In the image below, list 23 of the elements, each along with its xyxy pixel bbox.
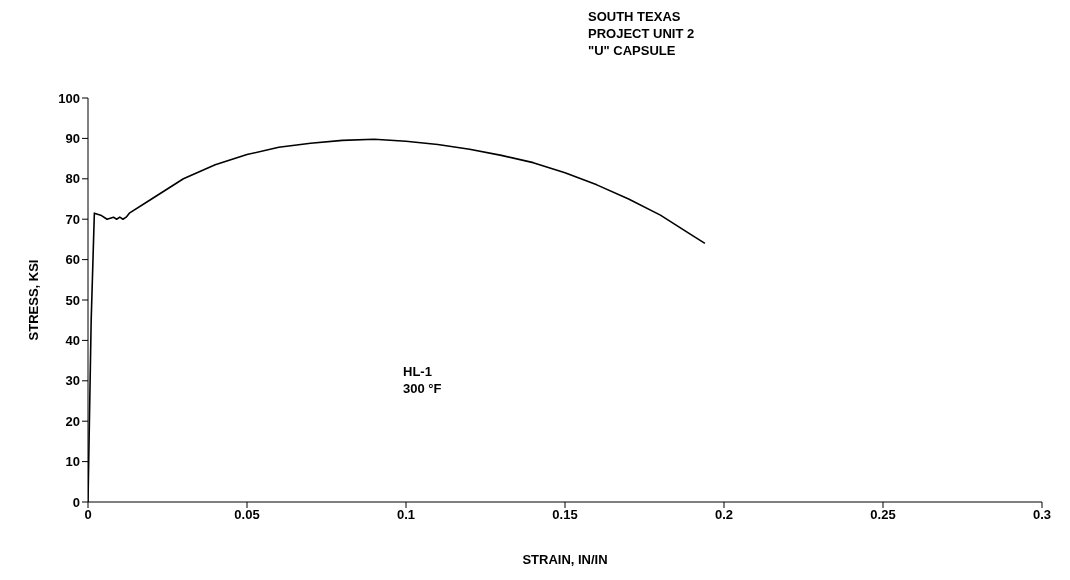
- y-tick-label: 80: [65, 171, 80, 187]
- y-tick-label: 90: [65, 131, 80, 147]
- y-tick-label: 40: [65, 333, 80, 349]
- x-tick-label: 0.1: [396, 507, 416, 523]
- annotation: 300 °F: [403, 380, 442, 397]
- y-tick-label: 20: [65, 413, 80, 429]
- y-tick-label: 10: [65, 454, 80, 470]
- x-tick-label: 0.2: [714, 507, 734, 523]
- y-axis-title: STRESS, KSI: [25, 259, 41, 341]
- x-axis-title: STRAIN, IN/IN: [522, 552, 608, 567]
- chart-title: SOUTH TEXAS PROJECT UNIT 2 "U" CAPSULE: [588, 8, 695, 59]
- y-tick-label: 60: [65, 252, 80, 268]
- x-tick-label: 0: [84, 507, 92, 523]
- x-tick-label: 0.3: [1032, 507, 1052, 523]
- y-tick-label: 100: [58, 90, 80, 106]
- x-tick-label: 0.05: [234, 507, 260, 523]
- y-tick-label: 50: [65, 292, 80, 308]
- annotation: HL-1: [403, 363, 433, 380]
- y-tick-label: 30: [65, 373, 80, 389]
- x-tick-label: 0.25: [870, 507, 896, 523]
- x-tick-label: 0.15: [552, 507, 578, 523]
- y-tick-label: 70: [65, 211, 80, 227]
- y-tick-label: 0: [72, 494, 80, 510]
